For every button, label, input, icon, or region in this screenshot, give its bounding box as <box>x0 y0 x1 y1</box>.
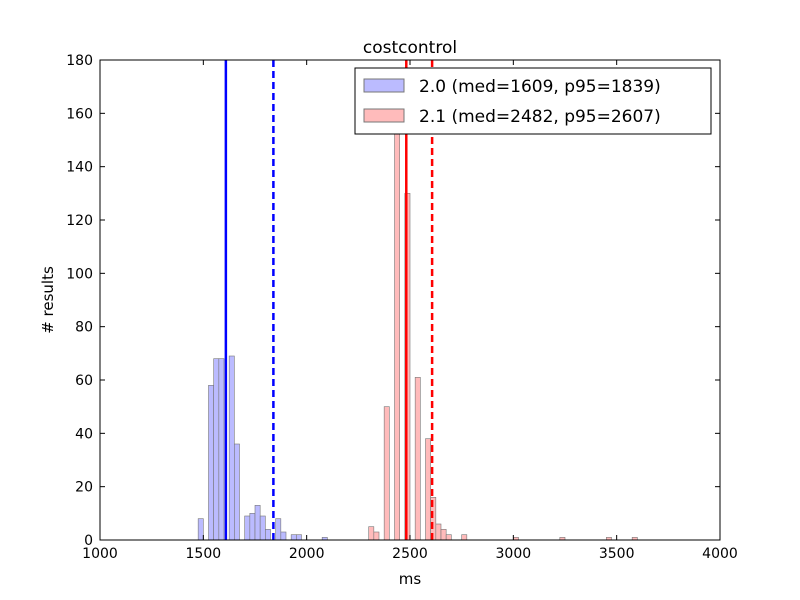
x-tick-label-4: 3000 <box>496 546 532 562</box>
reference-lines-layer <box>224 60 434 540</box>
bar-series-0-bin-4 <box>228 355 235 541</box>
legend-label-2-0: 2.0 (med=1609, p95=1839) <box>419 77 661 97</box>
x-tick-label-6: 4000 <box>702 546 738 562</box>
bar-series-1-bin-0 <box>368 526 375 541</box>
x-tick-label-1: 1500 <box>186 546 222 562</box>
y-tick-label-5: 100 <box>66 266 93 282</box>
x-tick-label-2: 2000 <box>289 546 325 562</box>
bar-series-0-bin-9 <box>259 515 266 541</box>
bar-series-0-bin-13 <box>290 534 297 541</box>
y-tick-label-0: 0 <box>84 533 93 549</box>
legend-swatch-2-1 <box>363 108 405 123</box>
bar-series-1-bin-10 <box>445 534 452 541</box>
bar-series-0-bin-14 <box>296 534 302 541</box>
y-tick-label-3: 60 <box>75 373 93 389</box>
bar-series-0-bin-6 <box>244 515 251 541</box>
chart-title: costcontrol <box>363 38 457 58</box>
y-tick-label-2: 40 <box>75 426 93 442</box>
bar-series-1-bin-5 <box>414 377 421 541</box>
bar-series-0-bin-12 <box>280 531 287 541</box>
bar-series-0-bin-0 <box>197 518 204 541</box>
y-axis-label: # results <box>39 266 57 334</box>
legend-label-2-1: 2.1 (med=2482, p95=2607) <box>419 107 661 127</box>
x-axis-label: ms <box>399 570 422 588</box>
bar-series-0-bin-7 <box>249 513 256 541</box>
bar-series-0-bin-10 <box>265 529 271 541</box>
x-tick-label-0: 1000 <box>82 546 118 562</box>
legend: 2.0 (med=1609, p95=1839) 2.1 (med=2482, … <box>354 67 712 135</box>
x-tick-label-3: 2500 <box>392 546 428 562</box>
bar-series-1-bin-8 <box>435 523 442 541</box>
bar-series-0-bin-1 <box>208 385 214 541</box>
bar-series-1-bin-3 <box>394 126 400 541</box>
bar-series-1-bin-11 <box>461 534 468 541</box>
bar-series-1-bin-9 <box>440 529 447 541</box>
bar-series-0-bin-11 <box>275 518 282 541</box>
bar-series-1-bin-6 <box>425 438 431 541</box>
bar-series-0-bin-8 <box>254 505 261 541</box>
bar-series-0-bin-2 <box>213 358 220 541</box>
y-tick-label-9: 180 <box>66 53 93 69</box>
y-tick-label-1: 20 <box>75 480 93 496</box>
ticks-layer: 1000 1500 2000 2500 3000 3500 4000 0 20 40 60 80 100… <box>66 53 738 562</box>
legend-swatch-2-0 <box>363 78 405 93</box>
legend-box <box>354 67 712 135</box>
y-tick-label-6: 120 <box>66 213 93 229</box>
bar-series-1-bin-1 <box>373 531 380 541</box>
x-tick-label-5: 3500 <box>599 546 635 562</box>
bar-series-1-bin-2 <box>383 406 390 541</box>
y-tick-label-8: 160 <box>66 106 93 122</box>
y-tick-label-4: 80 <box>75 320 93 336</box>
y-tick-label-7: 140 <box>66 160 93 176</box>
bar-series-0-bin-5 <box>234 443 240 541</box>
plot-area: 1000 1500 2000 2500 3000 3500 4000 0 20 40 60 80 100… <box>66 53 738 562</box>
bar-series-0-bin-3 <box>218 358 225 541</box>
